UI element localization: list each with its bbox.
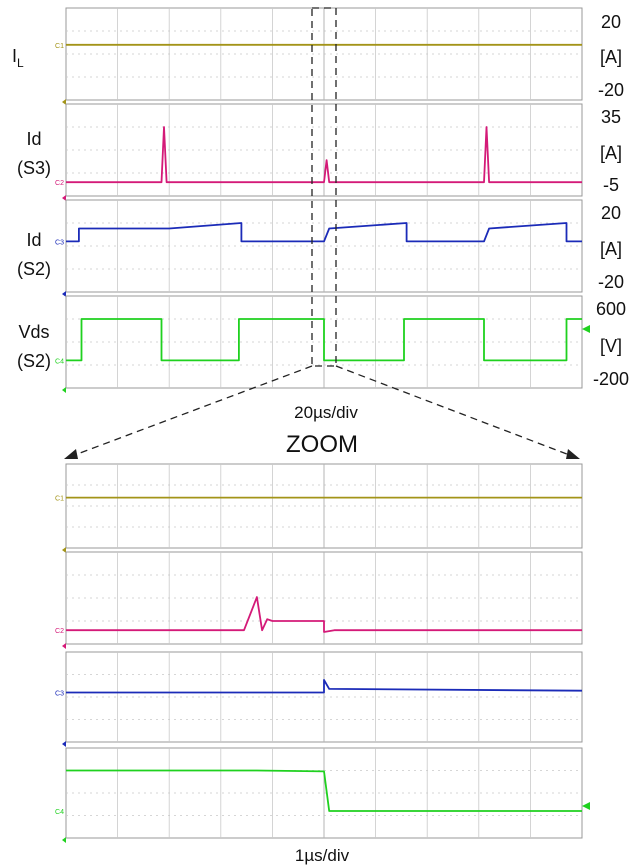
scale-4-min: -200 <box>593 369 629 389</box>
arrowhead-right <box>566 449 580 459</box>
zoom-label: ZOOM <box>286 431 358 458</box>
scale-2-min: -5 <box>603 175 619 195</box>
label-il: IL <box>12 46 24 70</box>
scale-4-unit: [V] <box>600 336 622 356</box>
channel-tag: C3 <box>55 691 64 698</box>
label-id-s3: Id <box>26 129 41 149</box>
overview-panel-2: C2 <box>55 103 583 201</box>
trace-c2 <box>66 126 582 184</box>
channel-tag: C1 <box>55 43 64 50</box>
scale-2-max: 35 <box>601 107 621 127</box>
zoom-projection-left <box>71 365 313 457</box>
trace-c4 <box>66 318 582 362</box>
ground-marker <box>62 195 66 201</box>
channel-tag: C4 <box>55 358 64 365</box>
top-time-division: 20µs/div <box>294 403 358 422</box>
scale-3-max: 20 <box>601 203 621 223</box>
zoom-panel-4: C4 <box>55 747 583 843</box>
trace-c3 <box>66 679 583 694</box>
overview-panel-1: C1 <box>55 7 583 105</box>
overview-panel-4: C4 <box>55 295 583 393</box>
ground-marker <box>62 387 66 393</box>
panels: C1 C2 C3 C4 C1 C2 C3 C4 <box>55 7 590 843</box>
ground-marker <box>62 547 66 553</box>
scale-3-unit: [A] <box>600 239 622 259</box>
label-vds-s2: Vds <box>18 322 49 342</box>
zoom-projection-right <box>335 365 573 457</box>
zoom-arrowheads <box>64 449 580 459</box>
channel-tag: C1 <box>55 496 64 503</box>
trigger-marker-bottom <box>582 802 590 810</box>
scale-2-unit: [A] <box>600 143 622 163</box>
trace-c3 <box>66 222 582 243</box>
ground-marker <box>62 837 66 843</box>
zoom-indicator <box>71 7 573 457</box>
channel-tag: C4 <box>55 809 64 816</box>
trigger-marker-top <box>582 325 590 333</box>
scale-4-max: 600 <box>596 299 626 319</box>
zoom-window <box>311 7 337 367</box>
scale-3-min: -20 <box>598 272 624 292</box>
top-channel-labels: IL Id (S3) Id (S2) Vds (S2) <box>12 46 51 371</box>
scale-1-max: 20 <box>601 12 621 32</box>
overview-panel-3: C3 <box>55 199 583 297</box>
scale-1-unit: [A] <box>600 47 622 67</box>
trace-c4 <box>66 769 582 812</box>
ground-marker <box>62 291 66 297</box>
channel-tag: C2 <box>55 628 64 635</box>
label-vds-s2-sub: (S2) <box>17 351 51 371</box>
channel-tag: C3 <box>55 239 64 246</box>
ground-marker <box>62 99 66 105</box>
trace-c2 <box>66 596 582 633</box>
arrowhead-left <box>64 449 78 459</box>
ground-marker <box>62 643 66 649</box>
ground-marker <box>62 741 66 747</box>
bottom-time-division: 1µs/div <box>295 846 350 865</box>
zoom-panel-3: C3 <box>55 651 583 747</box>
label-id-s2-sub: (S2) <box>17 259 51 279</box>
scale-1-min: -20 <box>598 80 624 100</box>
zoom-panel-2: C2 <box>55 551 583 649</box>
top-scale-labels: 20 [A] -20 35 [A] -5 20 [A] -20 600 [V] … <box>593 12 629 389</box>
zoom-panel-1: C1 <box>55 463 583 553</box>
label-id-s2: Id <box>26 230 41 250</box>
label-id-s3-sub: (S3) <box>17 158 51 178</box>
channel-tag: C2 <box>55 180 64 187</box>
